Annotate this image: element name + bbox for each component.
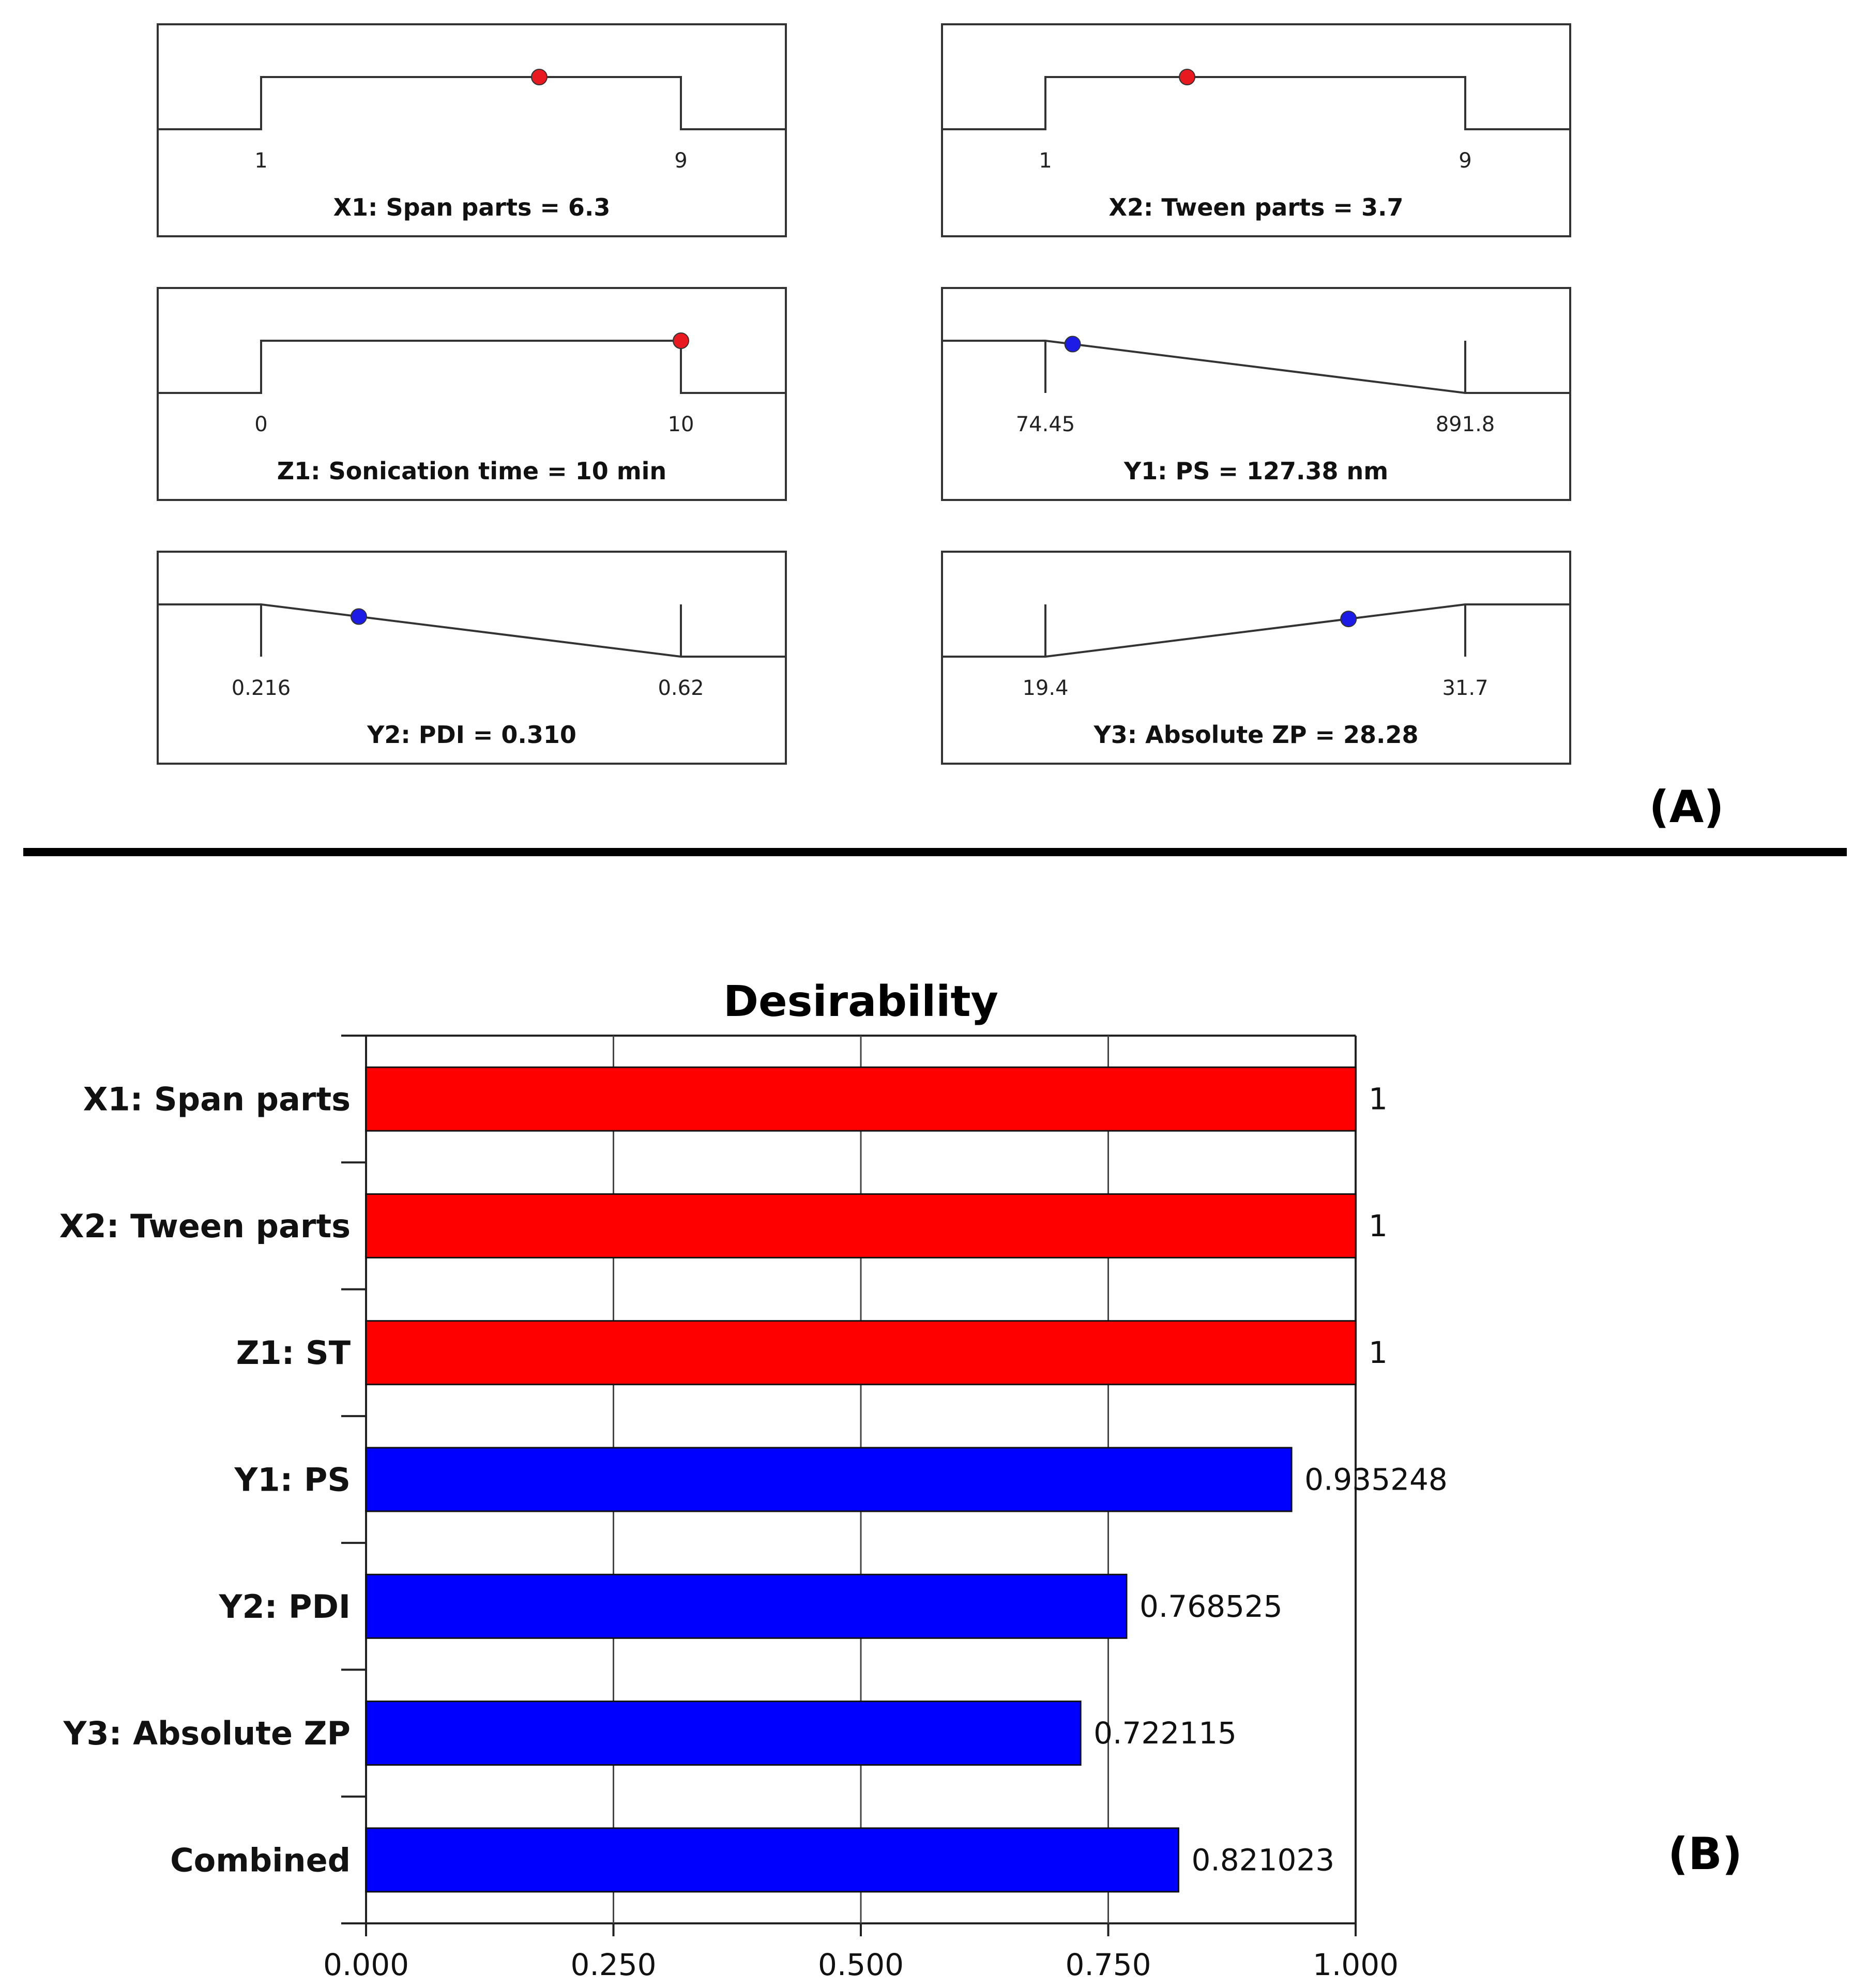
panel-label-a: (A): [1649, 781, 1724, 833]
value-label: 1: [1369, 1335, 1388, 1370]
ramp-high-label: 9: [674, 149, 687, 173]
x-tick-label: 0.500: [818, 1947, 904, 1982]
bar-y3-absolute-zp: [365, 1701, 1082, 1766]
category-label: Combined: [170, 1841, 351, 1879]
value-label: 1: [1369, 1208, 1388, 1243]
ramp-line: [942, 603, 1570, 658]
ramp-marker: [350, 608, 367, 625]
ramp-low-label: 1: [254, 149, 267, 173]
ramp-caption: Y3: Absolute ZP = 28.28: [1093, 721, 1418, 749]
ramp-caption: Y1: PS = 127.38 nm: [1123, 457, 1388, 485]
ramp-low-label: 0.216: [232, 676, 291, 700]
ramp-line: [942, 76, 1570, 130]
ramp-y1-ps: 74.45 891.8 Y1: PS = 127.38 nm: [941, 287, 1571, 501]
category-label: X2: Tween parts: [59, 1207, 351, 1245]
value-label: 0.722115: [1094, 1716, 1237, 1751]
ramp-caption: Z1: Sonication time = 10 min: [277, 457, 666, 485]
ramp-marker: [1179, 69, 1196, 85]
ramp-line: [158, 76, 786, 130]
category-label: Y3: Absolute ZP: [63, 1714, 351, 1752]
ramp-x1-span-parts: 1 9 X1: Span parts = 6.3: [157, 23, 787, 237]
panel-label-b: (B): [1668, 1828, 1742, 1880]
category-label: Y2: PDI: [219, 1588, 351, 1626]
ramp-high-label: 31.7: [1442, 676, 1488, 700]
value-label: 0.821023: [1191, 1842, 1334, 1877]
ramp-marker: [530, 69, 548, 85]
x-tick-label: 0.250: [570, 1947, 656, 1982]
ramp-high-label: 0.62: [658, 676, 704, 700]
ramp-caption: Y2: PDI = 0.310: [367, 721, 576, 749]
ramp-high-label: 9: [1459, 149, 1471, 173]
ramp-low-label: 19.4: [1022, 676, 1068, 700]
ramp-caption: X2: Tween parts = 3.7: [1109, 193, 1404, 221]
x-tick-label: 0.750: [1065, 1947, 1151, 1982]
ramp-low-label: 74.45: [1016, 413, 1075, 436]
chart-title: Desirability: [723, 977, 998, 1026]
ramp-marker: [1340, 611, 1357, 628]
x-tick-label: 0.000: [323, 1947, 409, 1982]
ramp-y2-pdi: 0.216 0.62 Y2: PDI = 0.310: [157, 551, 787, 765]
bar-x2-tween-parts: [365, 1193, 1357, 1258]
bar-z1-st: [365, 1320, 1357, 1386]
x-tick-label: 1.000: [1313, 1947, 1399, 1982]
ramp-y3-absolute-zp: 19.4 31.7 Y3: Absolute ZP = 28.28: [941, 551, 1571, 765]
value-label: 0.935248: [1304, 1462, 1448, 1497]
ramp-caption: X1: Span parts = 6.3: [333, 193, 611, 221]
ramp-high-label: 10: [668, 413, 694, 436]
bar-y2-pdi: [365, 1573, 1128, 1639]
category-label: X1: Span parts: [83, 1081, 351, 1118]
ramp-marker: [1064, 336, 1081, 353]
category-label: Z1: ST: [236, 1334, 351, 1372]
ramp-line: [158, 603, 786, 658]
value-label: 0.768525: [1140, 1589, 1283, 1624]
category-label: Y1: PS: [234, 1461, 351, 1499]
ramp-marker: [673, 332, 689, 349]
ramp-low-label: 0: [254, 413, 267, 436]
ramp-panels: 1 9 X1: Span parts = 6.3 1 9 X2: Tween parts …: [157, 23, 1571, 765]
bar-x1-span-parts: [365, 1066, 1357, 1132]
bar-y1-ps: [365, 1447, 1293, 1512]
value-label: 1: [1369, 1082, 1388, 1117]
ramp-line: [158, 340, 786, 394]
ramp-low-label: 1: [1039, 149, 1052, 173]
desirability-chart: Desirability 0.000 0.250 0.500 0.750 1.000 X1…: [59, 977, 1448, 1982]
ramp-high-label: 891.8: [1436, 413, 1495, 436]
bar-combined: [365, 1827, 1179, 1893]
ramp-line: [942, 340, 1570, 394]
ramp-x2-tween-parts: 1 9 X2: Tween parts = 3.7: [941, 23, 1571, 237]
